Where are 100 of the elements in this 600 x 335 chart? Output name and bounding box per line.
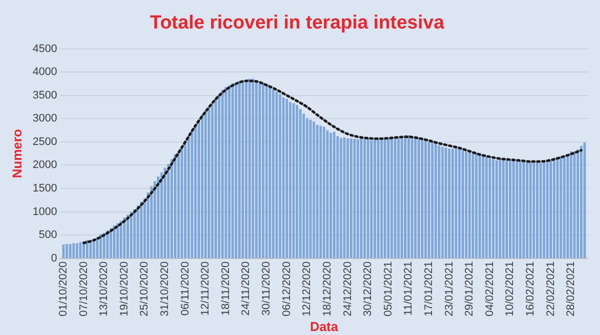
bar xyxy=(96,237,99,258)
bar xyxy=(330,132,332,258)
bar xyxy=(573,151,576,258)
bar xyxy=(350,138,352,258)
bar xyxy=(434,143,437,258)
bar xyxy=(343,137,346,258)
bar xyxy=(424,140,427,258)
x-tick-label: 10/02/2021 xyxy=(504,261,516,316)
bar xyxy=(72,243,75,258)
bar xyxy=(156,176,160,258)
bar xyxy=(472,153,474,258)
bar xyxy=(244,80,248,258)
bar xyxy=(532,163,536,258)
x-tick-label: 22/02/2021 xyxy=(544,261,557,316)
bar xyxy=(86,240,88,258)
bar xyxy=(529,162,532,258)
bar xyxy=(438,145,440,258)
bar xyxy=(407,135,410,258)
bar xyxy=(522,162,525,258)
x-tick-label: 31/10/2020 xyxy=(159,261,172,316)
bar xyxy=(536,162,538,258)
bar xyxy=(458,148,461,258)
bar xyxy=(190,130,194,258)
x-axis-title: Data xyxy=(310,318,339,334)
y-axis-title: Numero xyxy=(9,128,24,178)
bar xyxy=(366,138,370,258)
bar xyxy=(570,151,572,258)
bar xyxy=(130,212,132,258)
bar xyxy=(468,152,471,258)
bar xyxy=(464,151,468,258)
bar xyxy=(502,158,505,258)
bar xyxy=(550,160,552,258)
bar xyxy=(299,109,302,258)
bar xyxy=(488,158,492,258)
bar xyxy=(414,138,417,258)
bar xyxy=(174,154,176,258)
bar xyxy=(552,158,556,258)
bar xyxy=(296,104,298,258)
y-tick-label: 500 xyxy=(38,229,58,242)
bar xyxy=(563,156,566,258)
bar xyxy=(322,126,326,258)
x-tick-label: 30/11/2020 xyxy=(260,261,273,316)
bar xyxy=(102,232,106,258)
bar xyxy=(370,140,373,258)
x-tick-label: 06/11/2020 xyxy=(179,261,192,316)
bar xyxy=(312,122,316,258)
y-tick-label: 2500 xyxy=(32,136,58,148)
bar xyxy=(164,168,166,258)
bar xyxy=(228,85,231,258)
bar xyxy=(576,150,580,258)
x-tick-label: 23/01/2021 xyxy=(443,261,456,316)
bar xyxy=(167,164,170,258)
y-tick-label: 4000 xyxy=(32,66,58,78)
chart-title: Totale ricoveri in terapia intesiva xyxy=(150,12,445,34)
bar xyxy=(116,223,119,258)
x-tick-label: 01/10/2020 xyxy=(57,261,70,316)
bar xyxy=(482,154,484,258)
y-tick-label: 1000 xyxy=(32,206,58,218)
bar xyxy=(346,138,349,258)
x-tick-label: 28/02/2021 xyxy=(565,261,578,316)
bar xyxy=(340,138,342,258)
x-tick-label: 16/02/2021 xyxy=(524,261,536,316)
bar xyxy=(384,137,386,258)
x-tick-label: 05/01/2021 xyxy=(382,261,394,316)
bar xyxy=(410,137,414,258)
x-tick-label: 18/11/2020 xyxy=(220,261,232,316)
bar xyxy=(140,202,143,258)
bar xyxy=(431,142,434,258)
bar xyxy=(282,97,285,258)
bar xyxy=(214,98,217,258)
bar xyxy=(462,150,464,258)
bar xyxy=(208,108,210,258)
bar xyxy=(126,214,129,258)
bar xyxy=(292,103,295,258)
x-tick-label: 12/11/2020 xyxy=(200,261,212,316)
bar xyxy=(332,132,336,258)
bar xyxy=(512,160,515,258)
bar xyxy=(238,81,241,258)
bar xyxy=(248,78,251,258)
x-tick-label: 13/10/2020 xyxy=(98,261,110,316)
x-tick-label: 25/10/2020 xyxy=(138,261,151,316)
bar xyxy=(258,83,261,258)
x-tick-label: 04/02/2021 xyxy=(484,261,496,316)
bar xyxy=(133,209,136,258)
bar xyxy=(394,137,396,258)
bar xyxy=(204,110,207,258)
bar xyxy=(444,148,448,258)
bar xyxy=(526,162,528,258)
bar xyxy=(475,153,478,258)
bar xyxy=(272,89,275,258)
bar xyxy=(404,135,406,258)
bar xyxy=(123,218,126,258)
bar xyxy=(79,242,82,258)
bar xyxy=(110,228,112,258)
y-tick-label: 3000 xyxy=(32,112,58,125)
bar xyxy=(546,160,549,258)
bar xyxy=(485,156,488,258)
bar xyxy=(68,244,72,258)
y-tick-label: 0 xyxy=(50,252,58,264)
bar xyxy=(376,138,380,258)
